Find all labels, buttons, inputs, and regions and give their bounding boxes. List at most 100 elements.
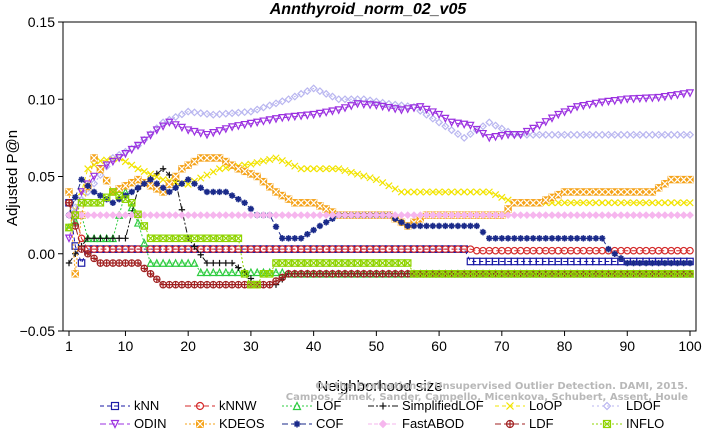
data-point [235, 264, 242, 271]
data-point [196, 420, 204, 428]
data-point [372, 101, 381, 110]
data-point [228, 234, 236, 242]
data-point [316, 165, 324, 173]
data-point [397, 106, 406, 115]
data-point [171, 258, 180, 267]
data-point [429, 222, 437, 230]
data-point [529, 270, 537, 278]
data-point [84, 165, 92, 173]
data-point [296, 112, 306, 121]
data-point [203, 154, 211, 162]
data-point [234, 267, 243, 277]
data-point [297, 199, 305, 207]
data-point [235, 195, 242, 203]
data-point [172, 234, 180, 242]
data-point [228, 211, 236, 220]
data-point [491, 121, 500, 130]
data-point [366, 96, 375, 105]
data-point [360, 172, 368, 180]
data-point [673, 211, 682, 220]
data-point [497, 124, 506, 133]
data-point [196, 109, 205, 118]
data-point [171, 112, 180, 122]
data-point [642, 259, 650, 267]
data-point [215, 211, 224, 220]
series-ldof [64, 84, 695, 220]
data-point [359, 95, 368, 104]
data-point [598, 199, 606, 207]
data-point [623, 95, 632, 104]
data-point [316, 259, 324, 267]
data-point [667, 199, 675, 207]
data-point [303, 87, 312, 96]
data-point [278, 191, 286, 200]
data-point [636, 270, 644, 278]
data-point [153, 180, 161, 187]
series-line [68, 202, 690, 252]
data-point [404, 270, 411, 278]
data-point [284, 211, 293, 220]
data-point [122, 235, 129, 242]
data-point [685, 130, 695, 139]
data-point [347, 259, 355, 267]
data-point [686, 259, 694, 267]
legend-item-knn: kNN [100, 398, 159, 413]
data-point [667, 92, 676, 101]
data-point [604, 130, 613, 139]
data-point [460, 188, 468, 196]
data-point [642, 211, 650, 220]
data-point [353, 95, 362, 104]
data-point [536, 235, 543, 242]
legend-label: SimplifiedLOF [402, 398, 484, 413]
data-point [585, 100, 594, 110]
data-point [203, 188, 211, 196]
data-point [636, 199, 644, 207]
data-point [686, 175, 694, 184]
legend-label: kNNW [219, 398, 257, 413]
data-point [460, 120, 469, 130]
data-point [560, 199, 569, 207]
data-point [416, 103, 425, 112]
data-point [227, 267, 237, 277]
data-point [416, 188, 424, 196]
data-point [196, 211, 205, 220]
data-point [140, 222, 149, 230]
data-point [166, 171, 173, 179]
data-point [247, 160, 255, 168]
data-point [485, 211, 494, 220]
data-point [360, 270, 368, 278]
data-point [542, 196, 550, 204]
data-point [247, 170, 255, 178]
data-point [246, 267, 256, 277]
data-point [128, 188, 135, 196]
data-point [486, 235, 493, 242]
data-point [598, 98, 607, 107]
data-point [246, 119, 256, 129]
data-point [191, 243, 198, 250]
data-point [322, 259, 330, 267]
data-point [629, 199, 638, 207]
data-point [203, 211, 211, 220]
data-point [517, 270, 525, 278]
data-point [271, 99, 281, 108]
data-point [655, 199, 663, 207]
data-point [385, 259, 393, 267]
data-point [141, 180, 148, 187]
data-point [209, 267, 218, 277]
data-point [159, 184, 167, 192]
data-point [498, 235, 506, 242]
data-point [510, 199, 518, 207]
data-point [328, 92, 337, 101]
data-point [366, 211, 374, 220]
data-point [510, 130, 519, 140]
legend-item-inflo: INFLO [592, 416, 664, 431]
series-line [68, 92, 691, 239]
data-point [667, 259, 675, 267]
data-point [216, 281, 223, 288]
legend-label: LDF [529, 416, 554, 431]
data-point [304, 270, 311, 278]
data-point [441, 122, 450, 131]
data-point [661, 259, 669, 267]
data-point [222, 164, 230, 172]
data-point [434, 110, 444, 120]
